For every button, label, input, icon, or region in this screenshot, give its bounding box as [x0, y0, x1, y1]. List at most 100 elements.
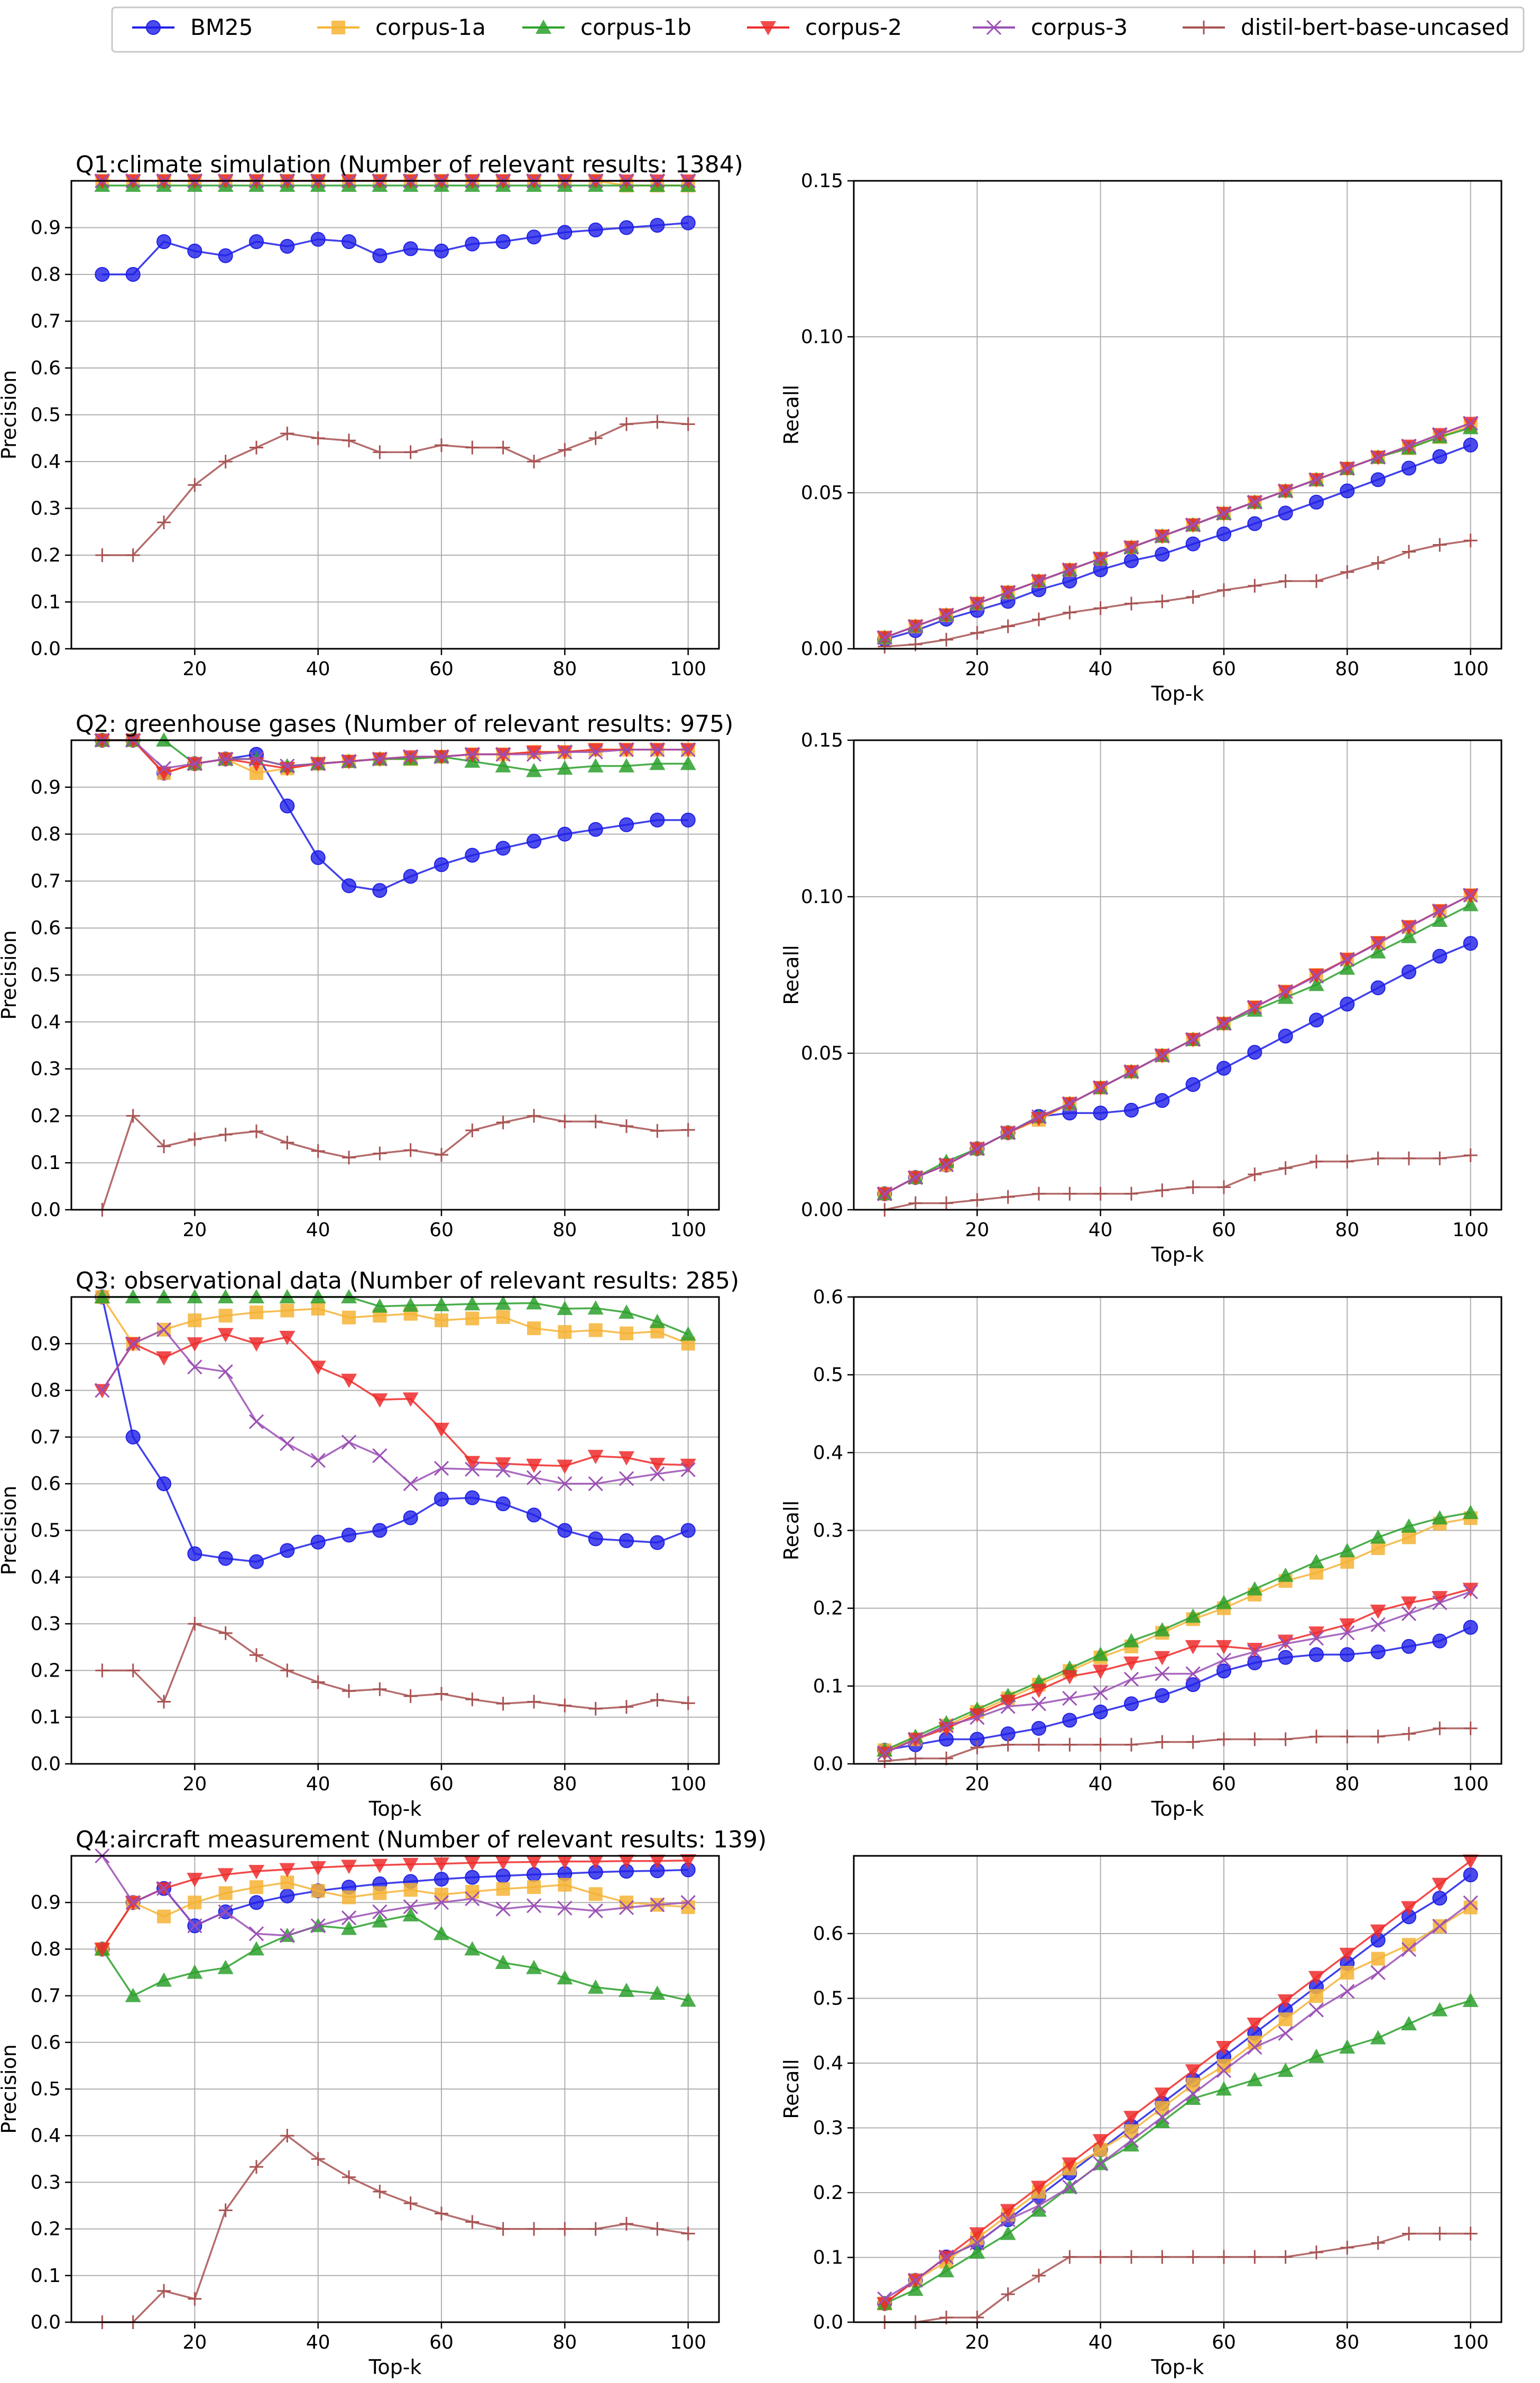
y-tick-label: 0.8	[31, 264, 61, 286]
data-point	[1155, 1735, 1169, 1749]
data-point	[1092, 2134, 1109, 2149]
data-point	[1278, 2012, 1293, 2027]
x-tick-label: 60	[1212, 658, 1236, 680]
data-point	[1402, 1151, 1416, 1165]
y-tick-label: 0.2	[813, 1598, 843, 1620]
data-point	[1401, 1901, 1417, 1916]
series-line	[101, 1914, 689, 2002]
data-point	[1062, 2157, 1078, 2172]
data-point	[1462, 1854, 1479, 1869]
series-bm25	[95, 1290, 696, 1569]
data-point	[1032, 1737, 1046, 1752]
series-line	[101, 1328, 688, 1485]
data-point	[557, 826, 573, 842]
y-tick-label: 0.1	[31, 592, 61, 613]
data-point	[372, 883, 388, 898]
series-line	[884, 1588, 1471, 1754]
data-point	[250, 2160, 263, 2174]
data-point	[1340, 997, 1355, 1012]
data-point	[938, 2263, 954, 2278]
data-point	[1154, 1651, 1170, 1666]
data-point	[526, 1295, 542, 1310]
x-tick-label: 100	[670, 1219, 706, 1241]
data-point	[1340, 2241, 1354, 2255]
y-axis-label: Precision	[0, 2044, 21, 2134]
data-point	[939, 632, 953, 647]
y-tick-label: 0.6	[31, 917, 61, 939]
data-point	[526, 747, 542, 762]
y-tick-label: 0.8	[31, 1380, 61, 1402]
data-point	[1402, 1530, 1416, 1544]
y-tick-label: 0.0	[31, 638, 61, 660]
data-point	[495, 1901, 511, 1917]
data-point	[1371, 2236, 1385, 2250]
data-point	[342, 1151, 356, 1165]
data-point	[217, 1328, 234, 1342]
data-point	[939, 1196, 953, 1210]
data-point	[1401, 1606, 1417, 1622]
data-point	[557, 1855, 573, 1870]
data-point	[1217, 1732, 1231, 1746]
data-point	[280, 2129, 294, 2143]
data-point	[1031, 1696, 1047, 1712]
data-point	[557, 1459, 573, 1474]
series-corpus-3	[95, 1848, 696, 1943]
data-point	[558, 1878, 572, 1892]
data-point	[187, 756, 202, 771]
data-point	[280, 758, 295, 774]
data-point	[373, 1146, 387, 1161]
data-point	[1278, 2250, 1293, 2264]
data-point	[1370, 2030, 1386, 2045]
legend-entry-corpus-1a: corpus-1a	[317, 14, 486, 40]
data-point	[495, 1954, 511, 1969]
data-point	[373, 2185, 387, 2199]
y-tick-label: 0.0	[31, 2312, 61, 2333]
data-point	[1432, 912, 1448, 927]
data-point	[1247, 1643, 1263, 1658]
data-point	[938, 2249, 954, 2265]
data-point	[1339, 1618, 1355, 1633]
data-point	[126, 1663, 140, 1678]
data-point	[1154, 2113, 1170, 2128]
series-corpus-2	[877, 1854, 1479, 2312]
series-distil-bert-base-uncased	[878, 1148, 1478, 1217]
data-point	[587, 1855, 604, 1870]
data-point	[188, 1313, 202, 1328]
data-point	[1277, 1567, 1294, 1582]
data-point	[588, 1323, 603, 1337]
data-point	[650, 218, 665, 233]
data-point	[588, 222, 603, 237]
data-point	[1092, 1646, 1109, 1661]
data-point	[588, 1903, 603, 1919]
data-point	[310, 850, 326, 865]
y-tick-label: 0.5	[31, 1520, 61, 1542]
data-point	[1310, 2245, 1323, 2259]
series-line	[884, 894, 1471, 1195]
data-point	[1463, 437, 1478, 453]
x-tick-label: 60	[1212, 1773, 1236, 1795]
y-axis-label: Recall	[780, 1501, 803, 1560]
data-point	[557, 1476, 573, 1492]
data-point	[1001, 1190, 1015, 1204]
data-point	[970, 2235, 985, 2251]
data-point	[1432, 1591, 1448, 1606]
data-point	[587, 758, 604, 772]
data-point	[620, 2216, 633, 2231]
data-point	[527, 833, 541, 849]
x-tick-label: 80	[552, 1773, 577, 1795]
data-point	[218, 1626, 233, 1640]
data-point	[557, 744, 573, 760]
data-point	[465, 1891, 480, 1907]
data-point	[1217, 583, 1231, 597]
data-point	[908, 1196, 923, 1210]
data-point	[1278, 1028, 1293, 1044]
series-corpus-1b	[877, 1992, 1479, 2310]
data-point	[588, 431, 603, 445]
data-point	[187, 1359, 202, 1375]
y-axis-label: Precision	[0, 1486, 21, 1576]
data-point	[280, 1663, 294, 1678]
data-point	[188, 1132, 202, 1146]
data-point	[526, 746, 542, 760]
data-point	[970, 625, 984, 640]
